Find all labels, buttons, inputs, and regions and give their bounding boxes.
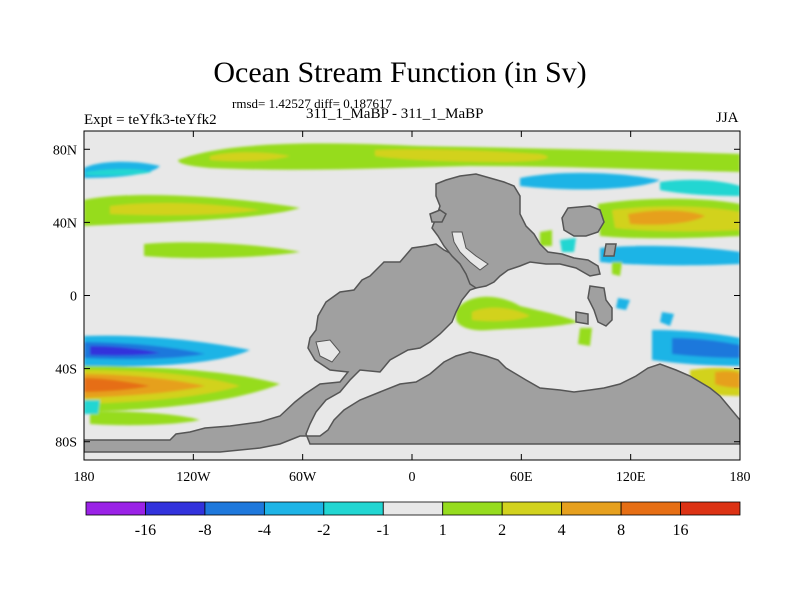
colorbar-swatch <box>382 501 444 516</box>
colorbar-label: -4 <box>258 522 271 539</box>
colorbar-label: -8 <box>198 522 211 539</box>
contour-patch <box>616 298 630 310</box>
y-tick-label: 40S <box>55 363 77 378</box>
colorbar-swatch <box>85 501 146 516</box>
experiment-label: Expt = teYfk3-teYfk2 <box>84 112 217 128</box>
x-tick-label: 120E <box>616 470 646 485</box>
land-mass-island <box>603 243 617 257</box>
x-tick-label: 180 <box>74 470 95 485</box>
colorbar-label: -1 <box>377 522 390 539</box>
x-tick-label: 60E <box>510 470 533 485</box>
contour-patch <box>600 245 740 266</box>
contour-patch <box>578 328 592 346</box>
contour-patch <box>110 203 260 216</box>
colorbar-label: 1 <box>439 522 447 539</box>
chart-title: Ocean Stream Function (in Sv) <box>213 56 587 89</box>
contour-patch <box>144 242 300 259</box>
contour-patch <box>612 262 622 276</box>
colorbar-swatch <box>145 501 206 516</box>
x-tick-label: 60W <box>289 470 317 485</box>
x-tick-label: 180 <box>730 470 751 485</box>
contour-patch <box>672 338 740 358</box>
contour-patch <box>660 179 740 196</box>
x-tick-label: 0 <box>409 470 416 485</box>
colorbar-swatch <box>620 501 681 516</box>
colorbar-label: -16 <box>135 522 156 539</box>
colorbar-label: 4 <box>558 522 566 539</box>
colorbar-label: 16 <box>673 522 689 539</box>
chart-subtitle: 311_1_MaBP - 311_1_MaBP <box>306 106 484 122</box>
land-mass-island-chain <box>587 285 613 327</box>
y-tick-label: 80N <box>53 143 77 158</box>
y-tick-label: 80S <box>55 436 77 451</box>
contour-patch <box>715 371 740 388</box>
season-label: JJA <box>716 110 739 126</box>
land-mass-north-america-north <box>429 209 447 223</box>
contour-patch <box>90 411 200 426</box>
contour-fill-layer <box>84 143 740 426</box>
land-mass-island <box>575 311 589 325</box>
contour-patch <box>84 400 100 414</box>
contour-patch <box>84 378 150 392</box>
inland-sea <box>315 339 341 363</box>
axis-ticks: 180 120W 60W 0 60E 120E 180 80N 40N 0 40S 80S <box>53 131 751 485</box>
colorbar-label: 2 <box>498 522 506 539</box>
colorbar-swatch <box>204 501 265 516</box>
colorbar-swatch <box>501 501 563 516</box>
colorbar-label: -2 <box>317 522 330 539</box>
contour-patch <box>520 172 660 190</box>
land-mass-americas-antarctica <box>84 243 740 453</box>
contour-patch <box>86 169 152 176</box>
colorbar-swatch <box>442 501 503 516</box>
contour-patch <box>472 307 530 322</box>
x-tick-label: 120W <box>176 470 211 485</box>
colorbar-swatch <box>680 501 741 516</box>
stats-label: rmsd= 1.42527 diff= 0.187617 <box>232 96 392 111</box>
y-tick-label: 0 <box>70 290 77 305</box>
colorbar: -16 -8 -4 -2 -1 1 2 4 8 16 <box>85 501 741 539</box>
contour-patch <box>90 346 160 356</box>
colorbar-label: 8 <box>617 522 625 539</box>
contour-patch <box>540 230 552 246</box>
colorbar-swatch <box>323 501 384 516</box>
contour-patch <box>628 210 705 225</box>
contour-patch <box>660 312 674 326</box>
colorbar-swatch <box>263 501 325 516</box>
contour-patch <box>560 238 576 252</box>
land-mass-asia-east <box>561 205 605 237</box>
contour-patch <box>375 149 548 162</box>
inland-sea <box>451 231 489 271</box>
colorbar-swatch <box>561 501 622 516</box>
contour-patch <box>210 152 290 162</box>
y-tick-label: 40N <box>53 216 77 231</box>
